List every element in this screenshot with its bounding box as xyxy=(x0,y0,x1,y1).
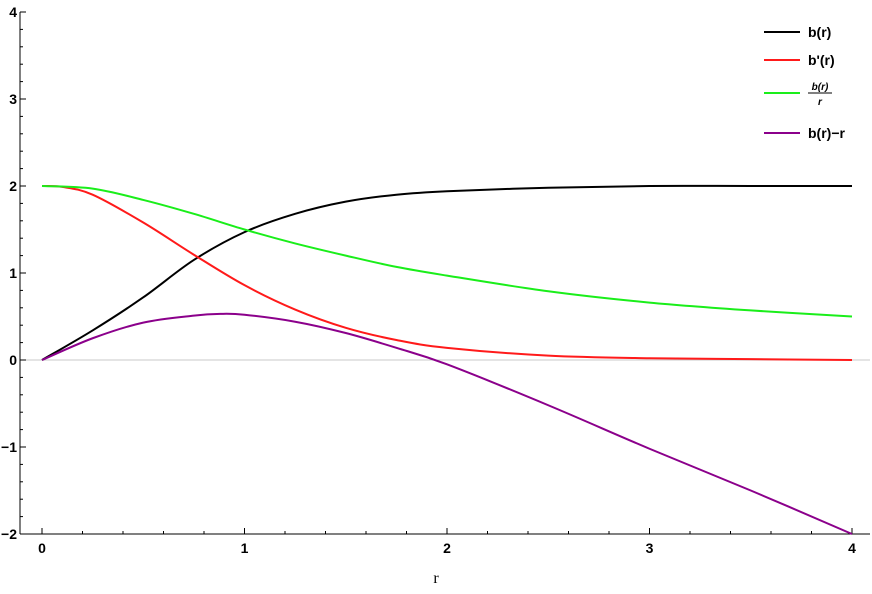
legend-label-3: b(r)−r xyxy=(808,125,846,141)
x-tick-label: 4 xyxy=(848,540,856,556)
series-line-3 xyxy=(41,312,853,535)
legend-fraction-denominator: r xyxy=(818,97,823,108)
legend: b(r) b'(r) b(r) r b(r)−r xyxy=(764,24,846,141)
y-tick-label: 2 xyxy=(9,178,17,194)
legend-label-0: b(r) xyxy=(808,24,831,40)
x-tick-label: 1 xyxy=(241,540,249,556)
series-line-1 xyxy=(41,184,853,361)
y-tick-label: −2 xyxy=(1,526,17,542)
x-tick-label: 3 xyxy=(646,540,654,556)
x-tick-label: 2 xyxy=(443,540,451,556)
y-tick-label: 3 xyxy=(9,91,17,107)
series-line-2 xyxy=(41,185,853,318)
series-line-0 xyxy=(41,184,852,361)
series-layer xyxy=(41,184,853,535)
y-tick-label: 1 xyxy=(9,265,17,281)
y-tick-label: −1 xyxy=(1,439,17,455)
legend-label-1: b'(r) xyxy=(808,52,835,68)
y-tick-label: 0 xyxy=(9,352,17,368)
legend-fraction-numerator: b(r) xyxy=(812,82,829,93)
x-tick-label: 0 xyxy=(38,540,46,556)
x-axis-title: r xyxy=(433,570,439,587)
y-tick-label: 4 xyxy=(9,4,17,20)
axes: 0 1 2 3 4 −2 −1 0 1 2 3 4 r xyxy=(1,4,870,587)
